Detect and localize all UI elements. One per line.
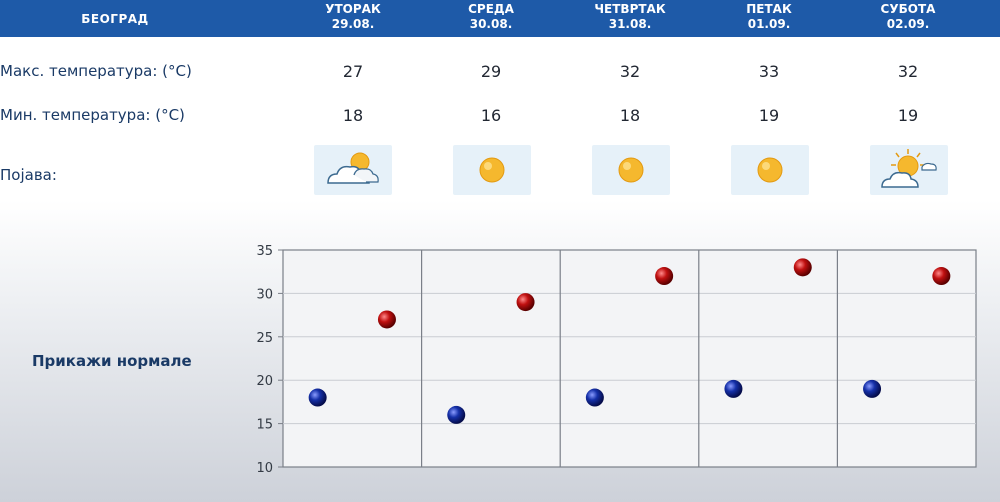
- y-tick-label: 20: [256, 374, 273, 389]
- day-date: 31.08.: [608, 17, 652, 31]
- min-temp-value: 19: [758, 106, 780, 125]
- day-header: СРЕДА 30.08.: [421, 2, 561, 32]
- day-header: УТОРАК 29.08.: [283, 2, 423, 32]
- max-temp-value: 32: [897, 62, 919, 81]
- phenomenon-label: Појава:: [0, 166, 57, 184]
- day-date: 02.09.: [886, 17, 930, 31]
- partly-cloudy-icon: [314, 145, 392, 195]
- max-temp-point: [655, 267, 674, 286]
- plot-area: [282, 249, 977, 468]
- min-temp-value: 18: [342, 106, 364, 125]
- city-name: БЕОГРАД: [81, 12, 149, 26]
- min-temp-point: [724, 379, 743, 398]
- partly-cloudy-icon: [870, 145, 948, 195]
- max-temp-value: 32: [619, 62, 641, 81]
- show-normals-link[interactable]: Прикажи нормале: [32, 352, 192, 370]
- min-temp-value: 19: [897, 106, 919, 125]
- day-name: ЧЕТВРТАК: [594, 2, 666, 16]
- min-temp-label: Мин. температура: (°C): [0, 106, 185, 124]
- day-name: УТОРАК: [325, 2, 381, 16]
- y-tick-label: 30: [256, 287, 273, 302]
- day-name: СУБОТА: [880, 2, 936, 16]
- forecast-header: БЕОГРАД УТОРАК 29.08. СРЕДА 30.08. ЧЕТВР…: [0, 0, 1000, 37]
- day-header: СУБОТА 02.09.: [838, 2, 978, 32]
- y-tick-label: 35: [256, 244, 273, 259]
- y-tick-label: 15: [256, 418, 273, 433]
- max-temp-value: 27: [342, 62, 364, 81]
- day-header: ПЕТАК 01.09.: [699, 2, 839, 32]
- day-name: ПЕТАК: [746, 2, 792, 16]
- day-name: СРЕДА: [468, 2, 514, 16]
- max-temp-value: 33: [758, 62, 780, 81]
- max-temp-point: [932, 267, 951, 286]
- min-temp-point: [585, 388, 604, 407]
- max-temp-point: [516, 293, 535, 312]
- max-temp-point: [793, 258, 812, 277]
- day-date: 30.08.: [469, 17, 513, 31]
- min-temp-point: [308, 388, 327, 407]
- day-date: 01.09.: [747, 17, 791, 31]
- min-temp-point: [447, 405, 466, 424]
- min-temp-value: 18: [619, 106, 641, 125]
- y-tick-label: 25: [256, 331, 273, 346]
- sunny-icon: [453, 145, 531, 195]
- day-header: ЧЕТВРТАК 31.08.: [560, 2, 700, 32]
- min-temp-value: 16: [480, 106, 502, 125]
- max-temp-point: [377, 310, 396, 329]
- sunny-icon: [731, 145, 809, 195]
- sunny-icon: [592, 145, 670, 195]
- max-temp-value: 29: [480, 62, 502, 81]
- day-date: 29.08.: [331, 17, 375, 31]
- y-tick-label: 10: [256, 461, 273, 476]
- max-temp-label: Макс. температура: (°C): [0, 62, 192, 80]
- min-temp-point: [863, 379, 882, 398]
